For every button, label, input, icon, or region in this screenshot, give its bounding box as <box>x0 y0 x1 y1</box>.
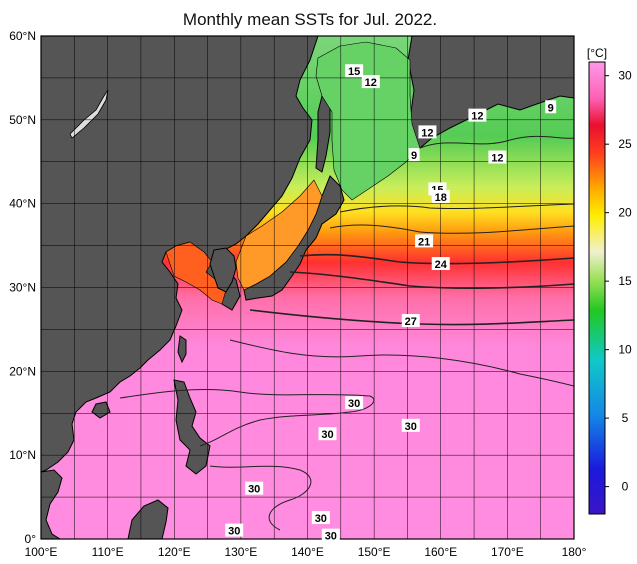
colorbar-tick-label: 25 <box>618 137 632 151</box>
contour-label-bg <box>361 75 380 89</box>
contour-label: 24 <box>435 259 448 271</box>
isotherm-30a <box>119 389 375 447</box>
contour-label-bg <box>431 257 450 271</box>
contour-label-bg <box>545 100 557 114</box>
borneo-landmass <box>127 499 169 539</box>
contour-label: 18 <box>435 192 447 204</box>
colorbar-unit: [°C] <box>587 46 607 60</box>
longitude-tick-label: 130°E <box>224 545 257 559</box>
contour-label-bg <box>225 523 244 537</box>
kamchatka-landmass <box>407 36 574 151</box>
latitude-tick-label: 20°N <box>9 364 36 378</box>
longitude-tick-label: 180° <box>562 545 587 559</box>
colorbar-tick-label: 0 <box>622 480 629 494</box>
colorbar-tick-label: 5 <box>622 411 629 425</box>
contour-label-bg <box>415 234 434 248</box>
land-layer <box>41 36 574 539</box>
contour-label-bg <box>345 64 364 78</box>
colorbar-tick-label: 15 <box>618 274 632 288</box>
colorbar-tick-label: 10 <box>618 343 632 357</box>
latitude-tick-label: 10°N <box>9 448 36 462</box>
contour-label: 30 <box>348 398 360 410</box>
isotherm-21 <box>299 253 574 265</box>
philippines-landmass <box>173 379 211 475</box>
contour-label-bg <box>318 427 337 441</box>
longitude-tick-label: 120°E <box>158 545 191 559</box>
contour-label: 12 <box>365 77 377 89</box>
isotherm-24 <box>289 271 574 289</box>
latitude-tick-label: 40°N <box>9 197 36 211</box>
contour-label: 27 <box>405 316 417 328</box>
contour-label: 9 <box>411 150 417 162</box>
isotherm-27 <box>249 309 574 326</box>
colorbar-tick-label: 20 <box>618 206 632 220</box>
contour-label-bg <box>488 150 507 164</box>
isotherm-contours <box>119 135 574 531</box>
contour-label: 12 <box>471 111 483 123</box>
isotherm-12 <box>419 135 574 149</box>
contour-label-bg <box>401 314 420 328</box>
contour-label: 30 <box>325 531 337 543</box>
contour-label: 21 <box>418 236 430 248</box>
contour-label-bg <box>245 481 264 495</box>
contour-label-bg <box>418 125 437 139</box>
isotherm-18 <box>329 224 574 234</box>
contour-label: 30 <box>321 429 333 441</box>
contour-label: 30 <box>315 513 327 525</box>
longitude-tick-label: 160°E <box>424 545 457 559</box>
isotherm-28 <box>229 339 574 387</box>
contour-label-bg <box>345 396 364 410</box>
contour-label-bg <box>321 528 340 542</box>
contour-label: 30 <box>405 421 417 433</box>
map-frame <box>40 35 575 540</box>
latitude-tick-label: 60°N <box>9 29 36 43</box>
contour-label: 12 <box>491 153 503 165</box>
isotherm-15 <box>339 203 574 213</box>
latitude-tick-label: 50°N <box>9 113 36 127</box>
longitude-tick-label: 140°E <box>291 545 324 559</box>
latitude-tick-label: 30°N <box>9 281 36 295</box>
colorbar-tick-labels: 30 25 20 15 10 5 0 <box>605 69 632 494</box>
contour-label: 15 <box>348 66 360 78</box>
latitude-labels: 60°N 50°N 40°N 30°N 20°N 10°N 0° <box>9 29 36 546</box>
contour-label: 30 <box>248 484 260 496</box>
contour-label: 9 <box>548 102 554 114</box>
contour-label: 30 <box>228 526 240 538</box>
sakhalin-landmass <box>315 94 331 173</box>
contour-label-bg <box>311 511 330 525</box>
taiwan-landmass <box>177 335 187 364</box>
longitude-tick-label: 170°E <box>491 545 524 559</box>
lake-baikal <box>69 89 109 139</box>
contour-label-bg <box>431 189 450 203</box>
colorbar <box>588 61 606 515</box>
latitude-tick-label: 0° <box>25 532 37 546</box>
contour-label-bg <box>468 108 487 122</box>
okhotsk-sea <box>315 41 421 201</box>
hainan-landmass <box>91 401 111 419</box>
contour-label: 12 <box>421 127 433 139</box>
contour-label-bg <box>408 148 420 162</box>
longitude-tick-label: 150°E <box>358 545 391 559</box>
contour-label-bg <box>401 418 420 432</box>
longitude-tick-label: 110°E <box>92 545 124 559</box>
longitude-tick-label: 100°E <box>25 545 58 559</box>
isotherm-30b <box>209 465 312 531</box>
colorbar-tick-label: 30 <box>618 69 632 83</box>
korea-landmass <box>209 247 237 293</box>
indochina-landmass <box>41 469 63 539</box>
longitude-labels: 100°E 110°E 120°E 130°E 140°E 150°E 160°E 170°E… <box>25 545 587 559</box>
contour-value-labels: 151291212912151821242730303030303030 <box>225 64 557 543</box>
map-title: Monthly mean SSTs for Jul. 2022. <box>182 10 438 29</box>
